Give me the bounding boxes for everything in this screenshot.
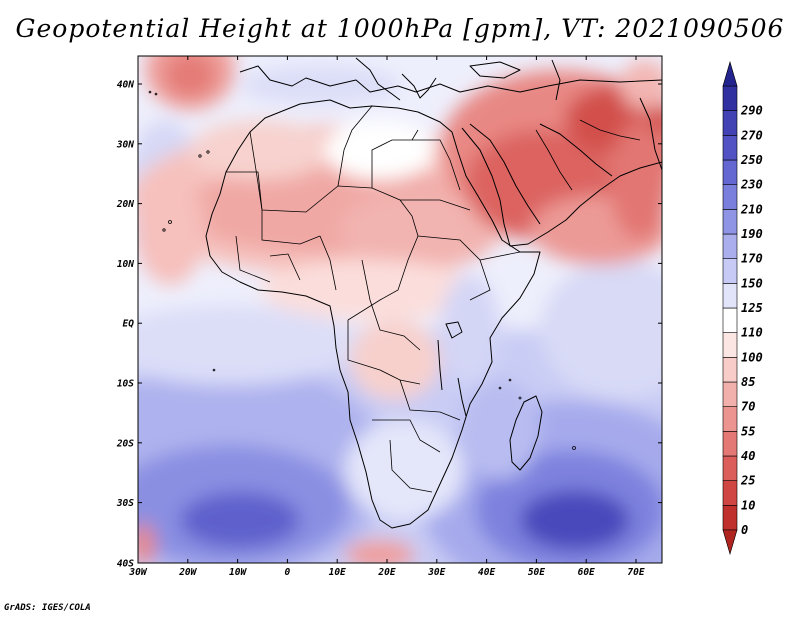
colorbar-label: 70: [741, 400, 755, 414]
colorbar-label: 55: [741, 424, 755, 438]
colorbar-segment: [722, 381, 738, 407]
lon-tick-label: 10W: [229, 567, 247, 578]
lon-tick-label: 20E: [377, 567, 395, 578]
colorbar-segment: [722, 184, 738, 210]
colorbar-segment: [722, 283, 738, 309]
colorbar-segment: [722, 209, 738, 235]
map-area: [138, 56, 662, 563]
africa-coastline: [205, 99, 541, 529]
colorbar-segment: [722, 431, 738, 457]
islands: [148, 90, 576, 450]
latitude-axis: 40N 30N 20N 10N EQ 10S 20S 30S 40S: [116, 80, 662, 570]
lon-tick-label: 60E: [578, 567, 595, 578]
map-title: Geopotential Height at 1000hPa [gpm], VT…: [15, 14, 785, 43]
colorbar-label: 40: [741, 449, 755, 463]
colorbar-segment: [722, 110, 738, 136]
colorbar-segment: [722, 505, 738, 531]
colorbar-label: 125: [741, 301, 763, 315]
lon-tick-label: 40E: [478, 567, 495, 578]
lake-malawi: [457, 377, 467, 417]
colorbar-max-arrow: [722, 60, 738, 87]
colorbar-segment: [722, 135, 738, 161]
country-borders: [226, 105, 641, 493]
colorbar-segment: [722, 480, 738, 506]
colorbar-segment: [722, 357, 738, 383]
colorbar-label: 10: [741, 498, 755, 512]
colorbar-segment: [722, 258, 738, 284]
lon-tick-label: 30E: [427, 567, 445, 578]
lat-tick-label: 40S: [117, 559, 134, 570]
europe-coastline: [239, 65, 662, 93]
longitude-axis: 30W 20W 10W 0 10E 20E 30E 40E 50E 60E 70E: [128, 56, 645, 578]
colorbar-label: 190: [741, 227, 763, 241]
black-sea: [469, 61, 521, 79]
lon-tick-label: 0: [285, 567, 291, 578]
lon-tick-label: 20W: [178, 567, 197, 578]
lake-tanganyika: [437, 339, 443, 391]
grads-credit: GrADS: IGES/COLA: [4, 603, 91, 613]
lat-tick-label: 40N: [117, 80, 134, 91]
caspian: [551, 59, 561, 101]
lat-tick-label: 10S: [117, 379, 134, 390]
colorbar: 0 10 25 40 55 70 85 100 110 125 150 170 190 210 230 250…: [722, 60, 763, 556]
madagascar: [509, 395, 543, 471]
coastlines: [205, 57, 662, 529]
field-shading: [138, 56, 662, 563]
colorbar-segment: [722, 455, 738, 481]
lat-tick-label: 30N: [116, 139, 134, 150]
lon-tick-label: 10E: [329, 567, 346, 578]
colorbar-label: 0: [741, 523, 748, 537]
lon-tick-label: 50E: [528, 567, 545, 578]
lat-tick-label: 20S: [116, 438, 134, 449]
colorbar-segment: [722, 406, 738, 432]
lat-tick-label: 10N: [117, 259, 134, 270]
colorbar-label: 170: [741, 252, 763, 266]
colorbar-segment: [722, 233, 738, 259]
colorbar-label: 230: [740, 178, 763, 192]
italy-coastline: [355, 57, 401, 101]
colorbar-label: 110: [741, 326, 763, 340]
colorbar-segment: [722, 85, 738, 111]
arabia-coastline: [461, 127, 662, 247]
colorbar-label: 270: [740, 128, 763, 142]
colorbar-min-arrow: [722, 529, 738, 556]
colorbar-segment: [722, 332, 738, 358]
colorbar-label: 100: [741, 350, 763, 364]
lon-tick-label: 30W: [128, 567, 147, 578]
lon-tick-label: 70E: [627, 567, 644, 578]
lat-tick-label: 20N: [116, 199, 134, 210]
colorbar-label: 25: [740, 474, 755, 488]
map-frame: [137, 55, 663, 564]
greece-coastline: [401, 73, 437, 99]
persian-gulf: [539, 123, 613, 177]
colorbar-label: 250: [740, 153, 763, 167]
colorbar-segment: [722, 159, 738, 185]
lat-tick-label: EQ: [123, 319, 135, 330]
lat-tick-label: 30S: [116, 498, 134, 509]
colorbar-label: 210: [740, 202, 763, 216]
colorbar-label: 290: [740, 104, 763, 118]
colorbar-label: 85: [741, 375, 755, 389]
red-sea-east: [469, 123, 541, 225]
india-coast: [639, 97, 662, 171]
colorbar-segment: [722, 307, 738, 333]
lake-victoria: [445, 321, 463, 339]
colorbar-label: 150: [741, 276, 763, 290]
